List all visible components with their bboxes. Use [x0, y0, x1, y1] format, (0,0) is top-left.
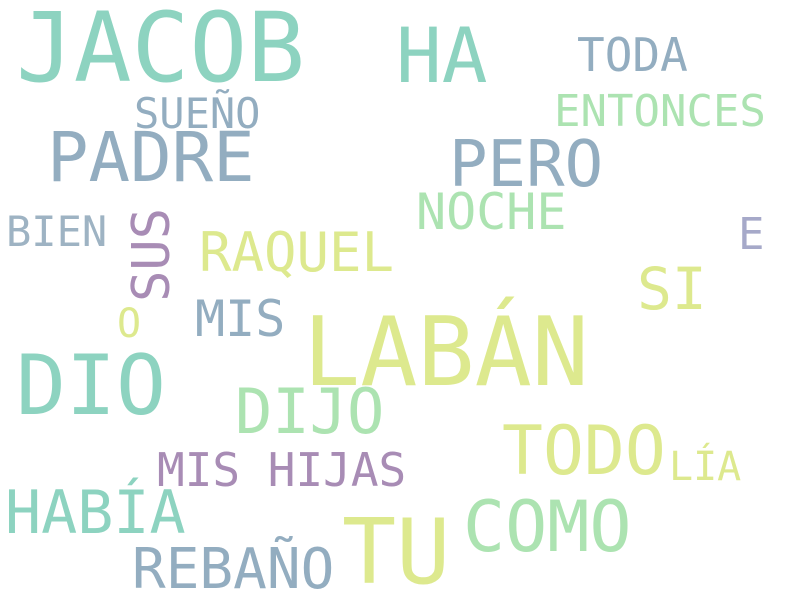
word-o: O — [117, 301, 142, 347]
word-sueno: SUEÑO — [134, 89, 261, 138]
word-ha: HA — [396, 11, 488, 100]
word-entonces: ENTONCES — [554, 86, 766, 137]
word-bien: BIEN — [6, 207, 108, 256]
word-laban: LABÁN — [303, 298, 589, 408]
word-pero: PERO — [449, 128, 604, 202]
word-toda: TODA — [577, 28, 688, 82]
word-raquel: RAQUEL — [199, 221, 395, 284]
word-sus: SUS — [122, 208, 182, 302]
word-noche: NOCHE — [416, 183, 567, 241]
word-como: COMO — [463, 486, 632, 568]
word-jacob: JACOB — [16, 0, 305, 104]
word-habia: HABÍA — [5, 478, 186, 548]
word-mis: MIS — [195, 290, 286, 348]
word-lia: LÍA — [669, 444, 742, 490]
word-mis-hijas: MIS HIJAS — [157, 443, 407, 497]
word-e: E — [738, 209, 765, 260]
word-todo: TODO — [502, 412, 666, 491]
word-rebano: REBAÑO — [132, 537, 335, 600]
word-dijo: DIJO — [235, 375, 385, 448]
word-tu: TU — [342, 500, 451, 600]
word-si: SI — [637, 255, 707, 323]
word-dio: DIO — [16, 337, 166, 434]
word-padre: PADRE — [47, 118, 255, 198]
